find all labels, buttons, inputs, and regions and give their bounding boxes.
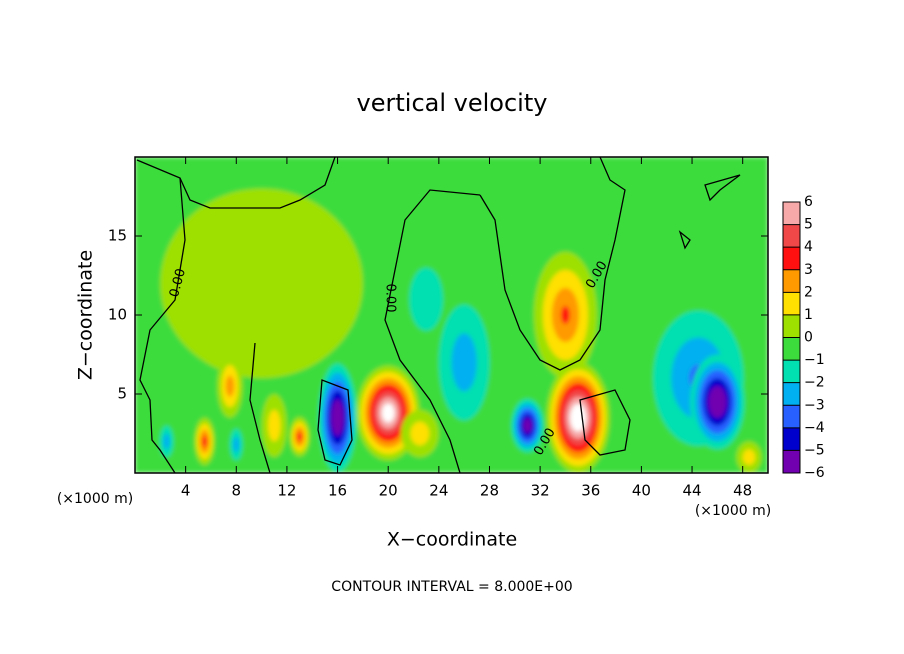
colorbar-label: 2: [804, 284, 813, 300]
contour-line: [479, 157, 626, 371]
peak: [560, 305, 570, 325]
peak: [163, 433, 171, 450]
x-tick-label: 44: [682, 482, 701, 500]
colorbar-swatch: [783, 247, 800, 270]
x-unit: (×1000 m): [695, 503, 771, 519]
contour-line: [704, 174, 741, 202]
peak: [574, 410, 583, 425]
colorbar-label: 6: [804, 194, 813, 210]
y-tick-label: 15: [108, 227, 127, 245]
colorbar-swatch: [783, 292, 800, 315]
field: [135, 157, 768, 473]
peak: [410, 421, 430, 446]
contour-lines: [136, 157, 741, 473]
colorbar-swatch: [783, 269, 800, 293]
peak: [525, 423, 529, 429]
colorbar-swatch: [783, 360, 800, 383]
colorbar-label: −3: [804, 397, 825, 413]
y-tick-label: 5: [117, 385, 127, 403]
peak: [386, 409, 391, 417]
x-tick-label: 32: [531, 482, 550, 500]
colorbar-label: −6: [804, 465, 825, 481]
peak: [297, 431, 303, 442]
colorbar-swatch: [783, 202, 800, 225]
contour-line: [579, 389, 631, 456]
field-fill: [135, 157, 768, 473]
colorbar-swatch: [783, 314, 800, 338]
contour-line: [136, 157, 336, 209]
y-tick-label: 10: [108, 306, 127, 324]
colorbar-label: 4: [804, 239, 813, 255]
contour-line: [384, 189, 481, 473]
colorbar-swatch: [783, 382, 800, 406]
colorbar-label: 5: [804, 217, 813, 233]
footer: CONTOUR INTERVAL = 8.000E+00: [331, 579, 572, 595]
peak: [742, 449, 756, 466]
colorbar-label: 3: [804, 262, 813, 278]
colorbar-label: 1: [804, 307, 813, 323]
colorbar-label: −4: [804, 420, 825, 436]
peak: [451, 333, 477, 392]
x-tick-label: 28: [480, 482, 499, 500]
chart-title: vertical velocity: [357, 89, 548, 117]
x-axis-label: X−coordinate: [387, 529, 517, 551]
contour-line: [317, 379, 353, 466]
x-tick-label: 4: [181, 482, 191, 500]
x-tick-label: 48: [733, 482, 752, 500]
colorbar-label: 0: [804, 330, 813, 346]
colorbar-label: −2: [804, 375, 825, 391]
colorbar-swatch: [783, 427, 800, 451]
contour-line: [249, 342, 271, 473]
peak: [233, 436, 240, 453]
colorbar-swatch: [783, 224, 800, 248]
colorbar: 6 5 4 3 2 1 0 −1 −2 −3 −4 −5 −6: [782, 194, 825, 481]
x-tick-label: 40: [632, 482, 651, 500]
y-unit: (×1000 m): [57, 491, 133, 507]
x-tick-label: 36: [581, 482, 600, 500]
contour-line: [139, 177, 186, 473]
x-tick-label: 8: [232, 482, 242, 500]
peak: [160, 188, 363, 379]
x-tick-label: 12: [277, 482, 296, 500]
colorbar-label: −5: [804, 442, 825, 458]
contour-line: [678, 230, 691, 250]
y-axis-label: Z−coordinate: [75, 250, 97, 380]
x-tick-label: 16: [328, 482, 347, 500]
peak: [409, 267, 444, 331]
peak: [267, 409, 281, 442]
peak: [202, 435, 208, 448]
peak: [225, 375, 235, 397]
peak: [334, 408, 341, 427]
x-tick-label: 20: [379, 482, 398, 500]
colorbar-swatch: [783, 405, 800, 428]
peak: [712, 394, 722, 410]
x-tick-label: 24: [429, 482, 448, 500]
colorbar-label: −1: [804, 352, 825, 368]
colorbar-swatch: [783, 337, 800, 361]
contour-label: 0.00: [167, 267, 189, 299]
contour-label: 0.00: [383, 284, 398, 313]
colorbar-swatch: [783, 450, 800, 473]
